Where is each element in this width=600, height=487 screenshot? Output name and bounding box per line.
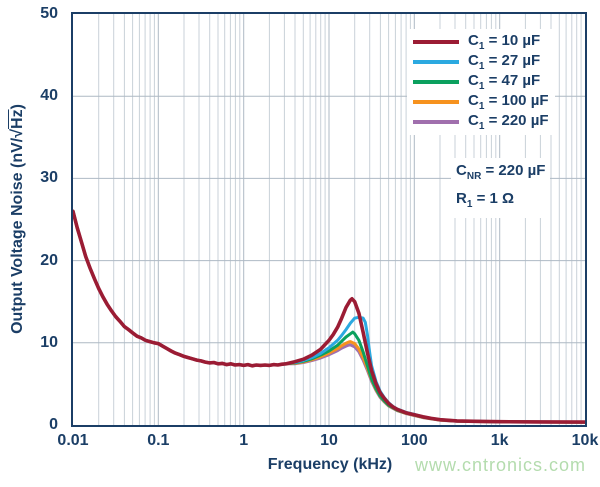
- conditions-annotation: CNR = 220 µF R1 = 1 Ω: [451, 158, 551, 218]
- x-tick-label: 0.1: [147, 432, 170, 449]
- legend: C1 = 10 µF C1 = 27 µF C1 = 47 µF C1 = 10…: [407, 29, 555, 135]
- y-axis-title: Output Voltage Noise (nV/√Hz): [9, 104, 26, 334]
- legend-line-swatch: [413, 40, 459, 44]
- x-axis-title: Frequency (kHz): [267, 456, 393, 473]
- legend-item-label: C1 = 10 µF: [468, 32, 541, 52]
- legend-item-label: C1 = 220 µF: [468, 112, 549, 132]
- legend-item-label: C1 = 47 µF: [468, 72, 541, 92]
- x-tick-label: 1: [239, 432, 249, 449]
- legend-item: C1 = 10 µF: [413, 32, 549, 52]
- legend-line-swatch: [413, 100, 459, 104]
- legend-line-swatch: [413, 60, 459, 64]
- x-tick-label: 10k: [571, 432, 599, 449]
- y-tick-label: 40: [40, 87, 58, 105]
- annotation-line-r1: R1 = 1 Ω: [456, 190, 515, 210]
- y-tick-label: 50: [40, 5, 58, 22]
- y-tick-label: 20: [40, 251, 58, 269]
- watermark: www.cntronics.com: [414, 455, 586, 475]
- legend-item: C1 = 220 µF: [413, 112, 549, 132]
- legend-item-label: C1 = 27 µF: [468, 52, 541, 72]
- y-tick-label: 30: [40, 169, 58, 187]
- y-tick-label: 10: [40, 333, 58, 351]
- legend-line-swatch: [413, 80, 459, 84]
- x-tick-label: 10: [320, 432, 338, 449]
- plot-area: C1 = 10 µF C1 = 27 µF C1 = 47 µF C1 = 10…: [71, 12, 587, 427]
- legend-line-swatch: [413, 120, 459, 124]
- legend-item: C1 = 27 µF: [413, 52, 549, 72]
- legend-item: C1 = 47 µF: [413, 72, 549, 92]
- chart-canvas: [73, 14, 585, 425]
- x-tick-label: 100: [400, 432, 428, 449]
- legend-item: C1 = 100 µF: [413, 92, 549, 112]
- x-tick-label: 1k: [490, 432, 509, 449]
- annotation-line-cnr: CNR = 220 µF: [456, 162, 546, 182]
- legend-item-label: C1 = 100 µF: [468, 92, 549, 112]
- x-tick-label: 0.01: [57, 432, 89, 449]
- y-tick-label: 0: [49, 416, 58, 433]
